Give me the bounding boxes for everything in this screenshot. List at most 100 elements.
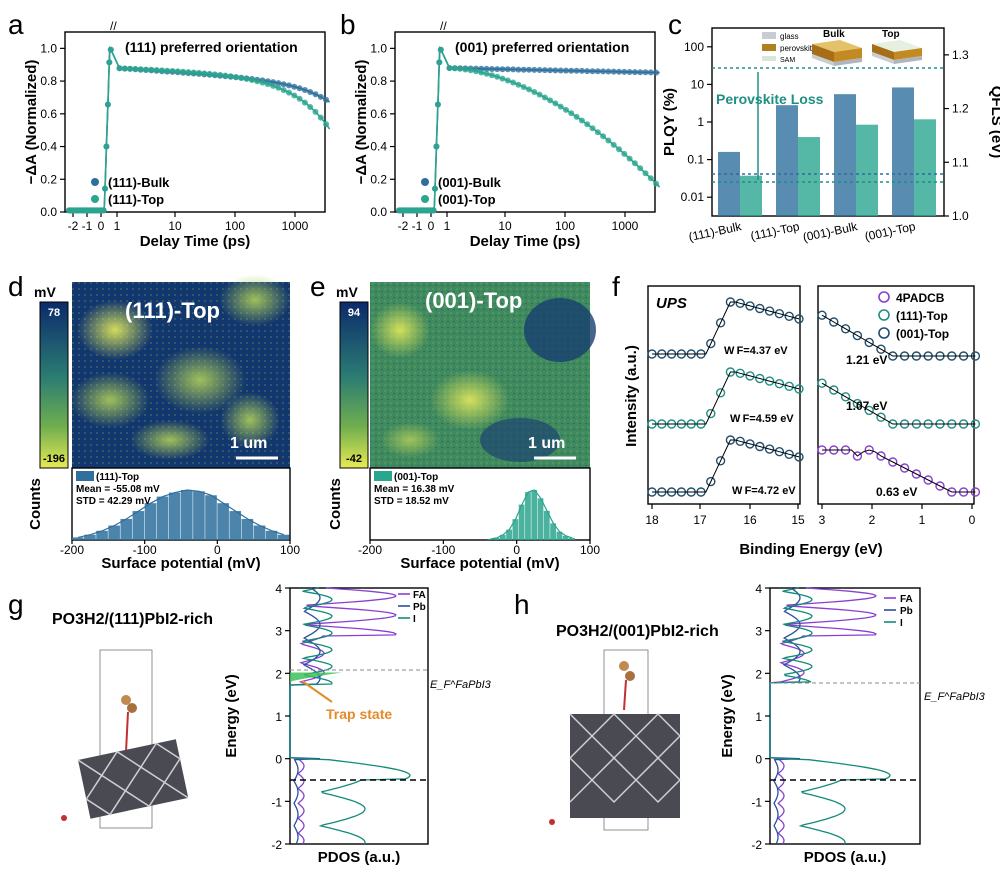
b-point-1 [436, 59, 443, 66]
b-point-0 [594, 68, 601, 75]
g-ytick-label: 4 [275, 582, 282, 596]
b-point-0 [621, 68, 628, 75]
panel-e-std: STD = 18.52 mV [374, 496, 449, 507]
f-vb-point [876, 412, 886, 422]
panel-a-axis-break: // [110, 19, 117, 33]
f-xtick-label: 18 [645, 513, 659, 527]
e-hist-xtick-label: -200 [358, 543, 382, 557]
panel-a-ylabel: −ΔA (Normalized) [23, 60, 40, 185]
a-point-1 [291, 92, 298, 99]
panel-h-xlabel: PDOS (a.u.) [804, 849, 887, 866]
panel-b-chart: 0.0 0.2 0.4 0.6 0.8 1.0 -2 -1 0 1 10 100 1000 −ΔA (N… [353, 19, 661, 250]
b-point-0 [494, 66, 501, 73]
b-point-1 [563, 106, 569, 113]
panel-a-legend-bulk-marker [91, 178, 99, 186]
b-point-0 [520, 66, 527, 73]
c-bar-qfls [856, 124, 878, 216]
panel-e-scalebar-label: 1 um [528, 435, 565, 452]
b-point-0 [536, 67, 543, 73]
a-point-1 [104, 101, 111, 108]
panel-e-kpfm: mV 94 -42 (001)-Top 1 um (001)-Top Mean … [327, 282, 600, 572]
panel-g-trap-arrow [301, 680, 333, 703]
a-point-0 [286, 82, 292, 89]
panel-g-ef-label: E_F^FaPbI3 [430, 679, 492, 691]
b-point-1 [446, 65, 453, 71]
b-point-1 [637, 165, 644, 172]
panel-d-hist-xticks: -200 -100 0 100 [60, 540, 300, 557]
panel-f-legend-111-marker [878, 309, 890, 321]
b-point-1 [510, 79, 517, 86]
f-vb-fit [821, 314, 976, 357]
f-xtick-label: 2 [869, 513, 876, 527]
f-ups-point [735, 298, 745, 308]
a-point-1 [254, 78, 261, 85]
f-ups-point [745, 301, 755, 311]
f-vb-point [817, 310, 827, 320]
a-point-1 [238, 75, 245, 81]
g-ytick-label: 1 [275, 710, 282, 724]
a-point-0 [312, 91, 319, 98]
b-point-1 [488, 72, 495, 79]
c-ytick-left-label: 0.01 [681, 190, 705, 204]
h-ytick-label: -2 [751, 838, 762, 852]
e-hist-bar [543, 510, 550, 540]
h-pdos-fa [769, 587, 877, 845]
c-ytick-right-label: 1.2 [952, 102, 969, 116]
a-point-1 [174, 68, 181, 75]
panel-b-ticks: 0.0 0.2 0.4 0.6 0.8 1.0 -2 -1 0 1 10 100 1000 [370, 41, 638, 233]
f-vb-point [864, 445, 874, 455]
a-point-1 [227, 73, 234, 80]
b-point-1 [626, 155, 633, 162]
f-ups-point [774, 309, 785, 319]
c-ytick-right-label: 1.0 [952, 209, 969, 223]
d-hist-bar [241, 518, 254, 540]
e-hist-xtick-label: 100 [580, 543, 600, 557]
b-point-0 [626, 69, 633, 75]
panel-b-legend-bulk-marker [421, 178, 429, 186]
b-point-1 [552, 100, 559, 107]
panel-label-h: h [514, 589, 530, 620]
panel-e-mean: Mean = 16.38 mV [374, 484, 455, 495]
panel-h-pdos-curves [769, 587, 891, 845]
panel-f-curves [647, 297, 981, 497]
e-hist-xtick-label: 0 [513, 543, 520, 557]
panel-b-legend-bulk: (001)-Bulk [438, 175, 502, 190]
f-ups-point [706, 338, 716, 349]
b-point-0 [605, 68, 612, 75]
panel-f-legend-001: (001)-Top [896, 327, 949, 341]
panel-h-structure-illustration [549, 649, 681, 831]
d-hist-xtick-label: -100 [133, 543, 157, 557]
panel-label-b: b [340, 9, 356, 40]
d-hist-bar [265, 530, 278, 540]
e-hist-bar [537, 498, 544, 540]
panel-d-hist-xlabel: Surface potential (mV) [101, 555, 260, 572]
c-ytick-right-label: 1.3 [952, 48, 969, 62]
b-point-0 [642, 69, 649, 76]
b-point-1 [594, 129, 601, 136]
b-point-1 [467, 67, 474, 74]
a-point-0 [317, 93, 324, 100]
f-ups-point [735, 436, 745, 446]
c-bar-plqy [892, 87, 914, 217]
panel-b-ylabel: −ΔA (Normalized) [353, 60, 370, 185]
panel-a-title: (111) preferred orientation [125, 39, 298, 55]
f-ups-point [784, 449, 794, 459]
h-ytick-label: 2 [755, 667, 762, 681]
a-point-1 [158, 67, 165, 74]
b-point-1 [589, 125, 596, 132]
a-point-1 [102, 185, 108, 192]
b-point-0 [610, 68, 617, 75]
f-ups-point [715, 388, 726, 398]
b-point-0 [647, 69, 654, 76]
c-bar-plqy [776, 105, 798, 216]
panel-label-a: a [8, 9, 24, 40]
d-hist-bar [132, 511, 145, 540]
a-ytick-label: 0.0 [40, 205, 57, 219]
panel-h-ylabel: Energy (eV) [719, 674, 736, 757]
b-ytick-label: 1.0 [370, 41, 387, 55]
b-point-1 [483, 70, 490, 77]
panel-h-legend-pb: Pb [900, 606, 913, 617]
panel-c-chart: (111)-Bulk (111)-Top (001)-Bulk (001)-Top 0.… [661, 27, 1000, 244]
panel-label-c: c [668, 9, 682, 40]
b-point-0 [568, 67, 575, 74]
